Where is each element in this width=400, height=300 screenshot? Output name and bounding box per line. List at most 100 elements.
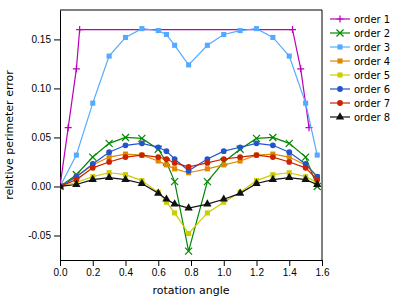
point (286, 159, 292, 165)
point (254, 152, 260, 158)
point (286, 140, 293, 147)
legend-label: order 5 (354, 70, 390, 81)
point (122, 134, 129, 141)
tick-label: 0.8 (185, 267, 199, 278)
legend-marker (337, 86, 343, 92)
series (60, 152, 320, 189)
tick: -0.05 (28, 230, 60, 241)
tick: 0.15 (32, 34, 60, 45)
tick-mark (60, 260, 61, 266)
point (164, 32, 169, 37)
point (301, 175, 309, 182)
legend-item: order 4 (330, 56, 390, 67)
tick-mark (54, 88, 60, 89)
point (138, 179, 146, 186)
series (60, 26, 320, 189)
tick-mark (126, 260, 127, 266)
point (269, 175, 277, 182)
tick: 0.6 (152, 260, 166, 278)
point (170, 199, 178, 206)
legend-item: order 2 (330, 28, 390, 39)
point (254, 140, 260, 146)
tick-label: 0.0 (54, 267, 68, 278)
legend-label: order 8 (354, 112, 390, 123)
point (139, 152, 145, 158)
legend-marker (337, 72, 342, 77)
legend-item: order 1 (330, 14, 390, 25)
chart: 0.00.20.40.60.81.01.21.41.6-0.050.000.05… (0, 0, 400, 300)
legend-item: order 6 (330, 84, 390, 95)
point (221, 156, 227, 162)
point (270, 142, 276, 148)
line (60, 137, 317, 251)
frame (60, 10, 322, 11)
point (252, 179, 260, 186)
tick-label: -0.05 (28, 230, 51, 241)
tick: 1.0 (217, 260, 231, 278)
tick-mark (224, 260, 225, 266)
point (106, 149, 112, 155)
point (254, 26, 259, 31)
series-area (60, 26, 321, 255)
point (203, 199, 211, 206)
tick-label: 1.6 (316, 267, 330, 278)
point (315, 153, 320, 158)
point (105, 173, 113, 180)
point (205, 43, 210, 48)
tick-mark (93, 260, 94, 266)
tick-label: 1.0 (217, 267, 231, 278)
point (205, 210, 210, 215)
point (303, 165, 309, 171)
point (238, 28, 243, 33)
point (155, 144, 161, 150)
legend-marker (337, 100, 343, 106)
point (164, 162, 169, 167)
point (107, 54, 112, 59)
line (60, 143, 317, 186)
tick-mark (54, 39, 60, 40)
legend: order 1order 2order 3order 4order 5order… (330, 14, 390, 123)
tick-label: 0.15 (32, 34, 52, 45)
point (221, 148, 227, 154)
tick-mark (54, 137, 60, 138)
frame (322, 10, 323, 260)
tick-mark (289, 260, 290, 266)
point (186, 231, 191, 236)
tick: 0.4 (119, 260, 133, 278)
y-axis-title: relative perimeter error (3, 70, 16, 200)
point (221, 162, 226, 167)
point (171, 178, 178, 185)
point (287, 54, 292, 59)
point (237, 154, 243, 160)
point (185, 248, 192, 255)
tick: 1.6 (316, 260, 330, 278)
point (107, 155, 112, 160)
legend-label: order 1 (354, 14, 390, 25)
point (72, 180, 80, 187)
tick: 1.4 (283, 260, 297, 278)
point (162, 194, 170, 201)
line (60, 29, 317, 187)
point (303, 101, 308, 106)
point (172, 43, 177, 48)
legend-item: order 8 (330, 112, 390, 123)
tick-mark (322, 260, 323, 266)
point (164, 156, 170, 162)
line (60, 173, 317, 234)
point (90, 165, 96, 171)
tick-label: 0.05 (32, 132, 52, 143)
tick: 0.8 (185, 260, 199, 278)
point (204, 160, 210, 166)
legend-marker (336, 112, 344, 119)
series (60, 173, 321, 211)
point (221, 32, 226, 37)
tick: 0.10 (32, 83, 60, 94)
point (186, 164, 192, 170)
point (155, 154, 161, 160)
point (74, 153, 79, 158)
tick-label: 0.10 (32, 83, 52, 94)
point (270, 154, 276, 160)
tick-label: 1.2 (250, 267, 264, 278)
point (156, 28, 161, 33)
point (204, 178, 211, 185)
